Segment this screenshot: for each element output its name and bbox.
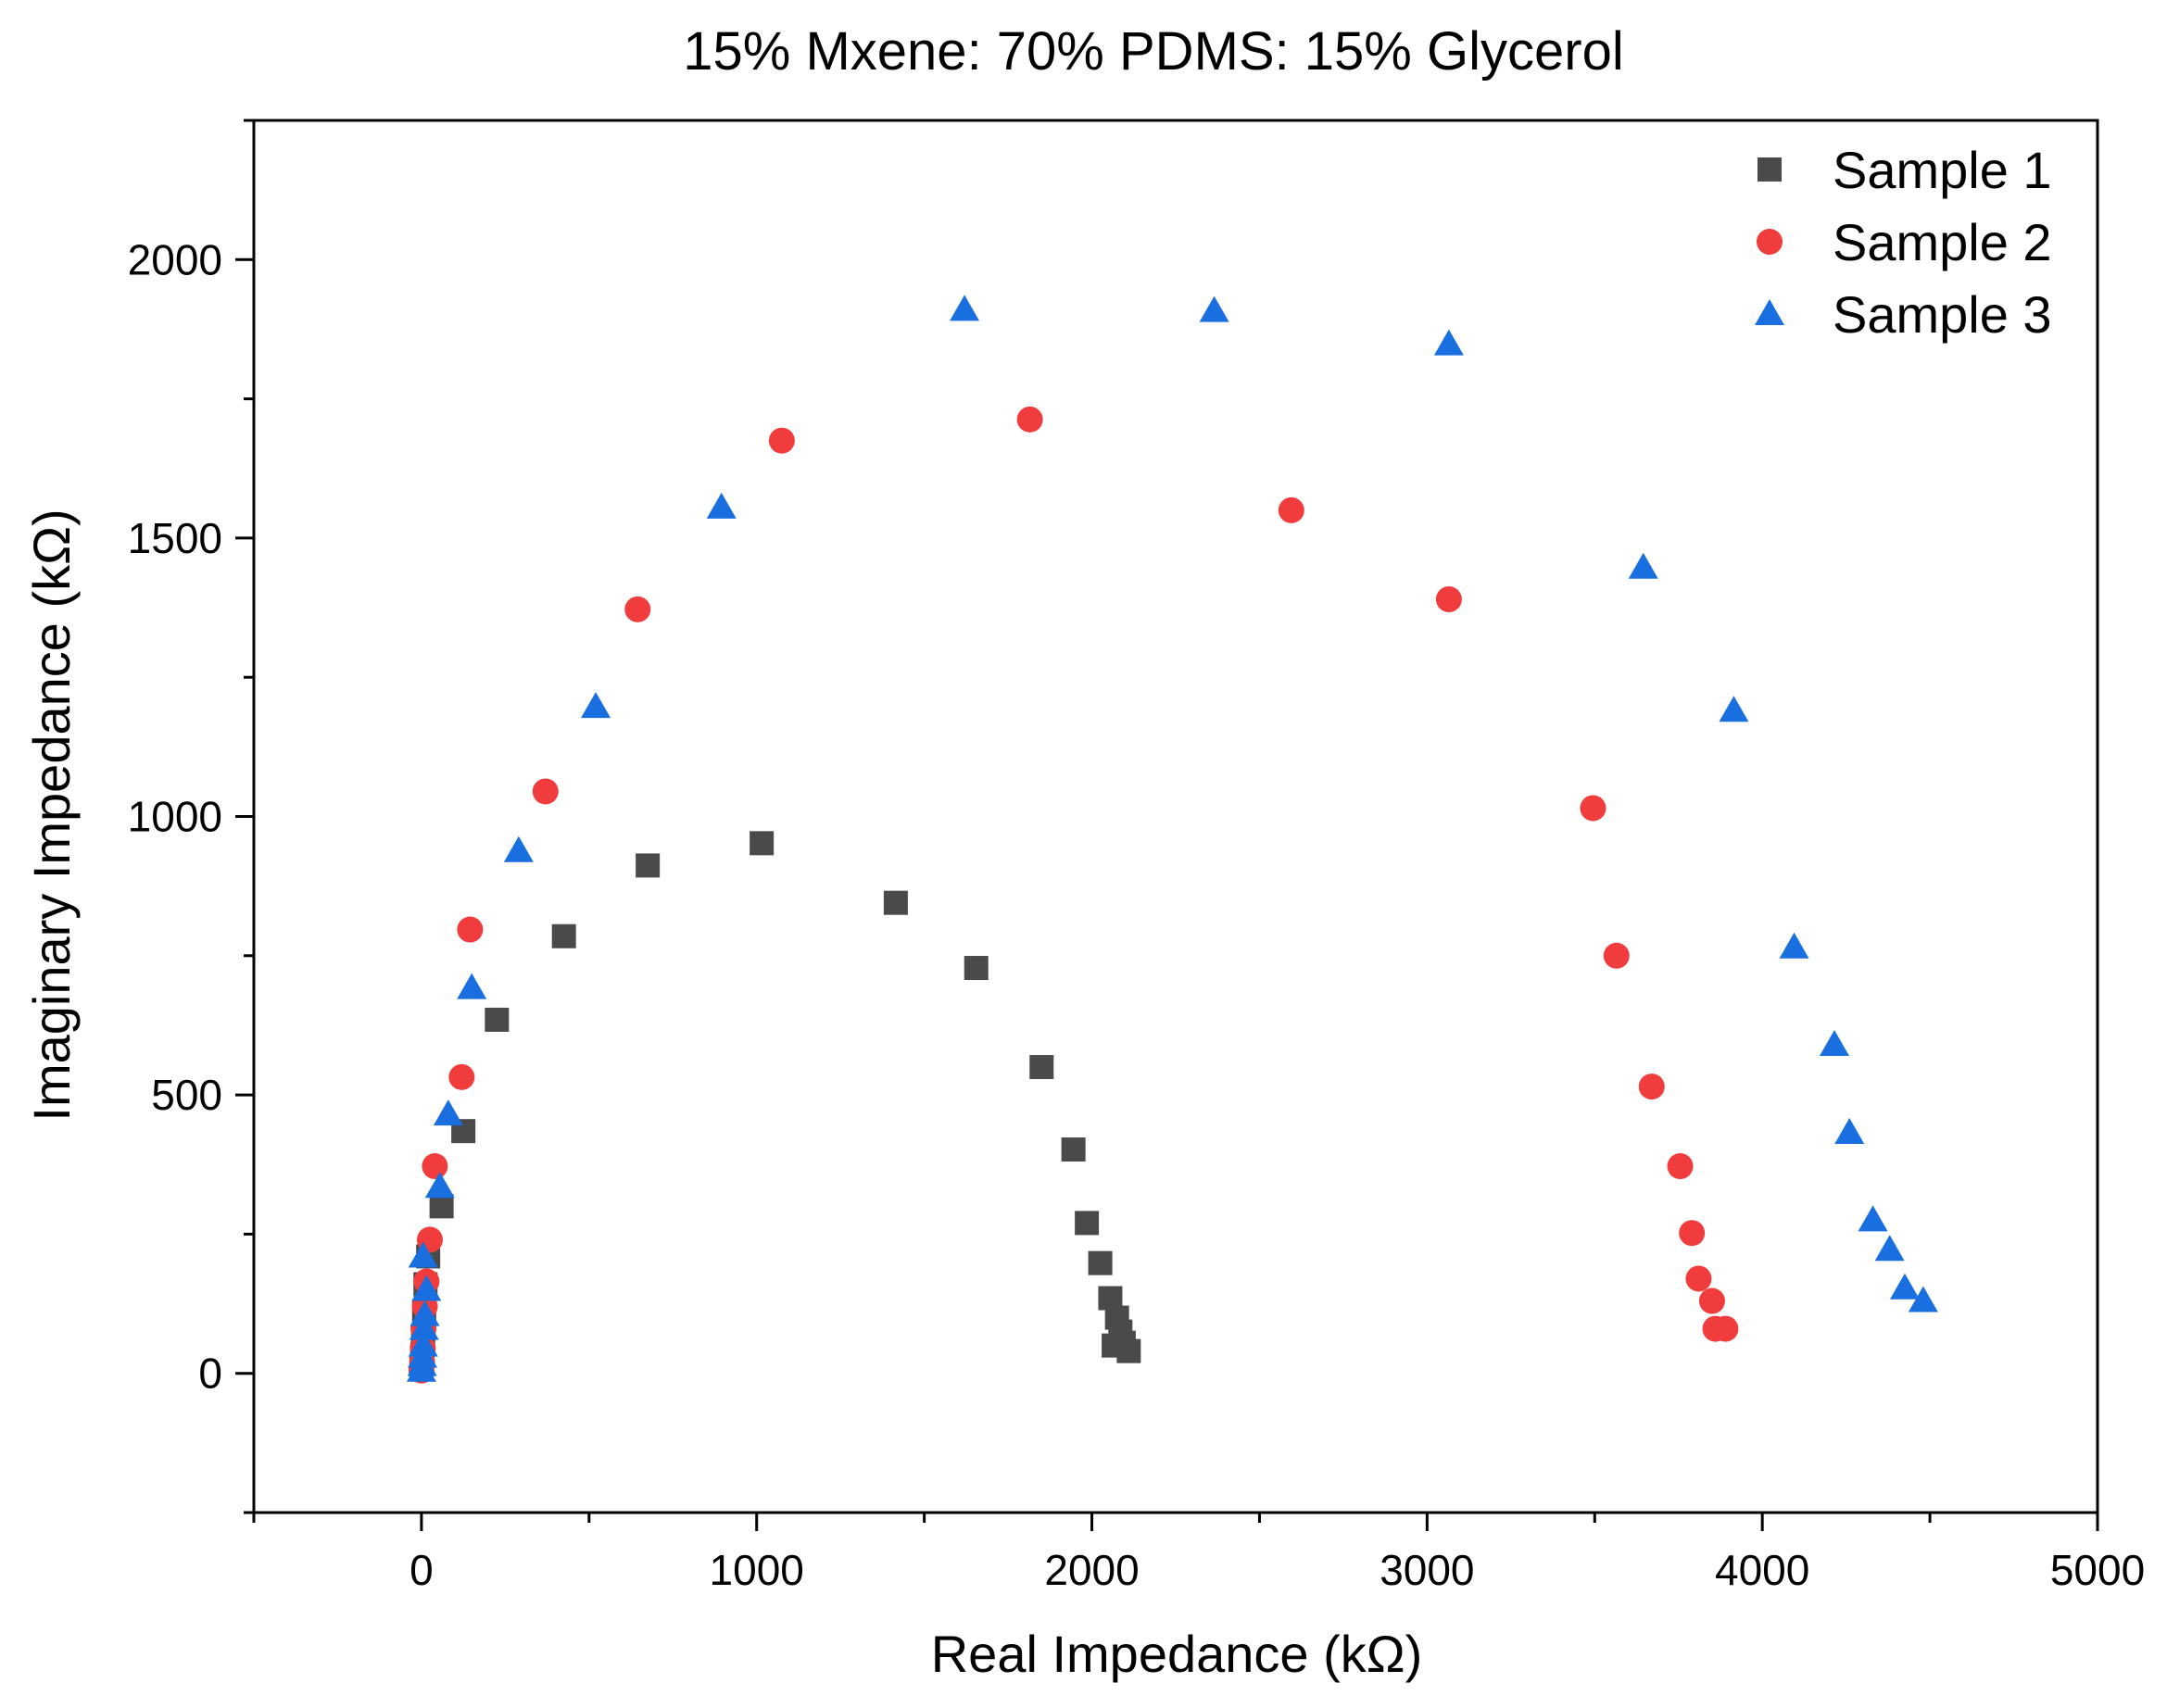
- plot-frame: [252, 119, 2099, 1514]
- data-point: [409, 1313, 439, 1340]
- x-axis: 0 1000 2000 3000 4000 5000: [252, 1513, 2145, 1594]
- data-point: [581, 692, 611, 719]
- data-point: [485, 1007, 510, 1032]
- data-point: [624, 596, 651, 622]
- legend-item: Sample 3: [1755, 285, 2052, 344]
- data-point: [1278, 496, 1304, 523]
- legend-marker: [1757, 229, 1783, 255]
- legend: Sample 1 Sample 2 Sample 3: [1755, 141, 2052, 344]
- data-point: [433, 1099, 463, 1126]
- data-point: [1075, 1211, 1100, 1236]
- data-point: [1819, 1029, 1849, 1056]
- data-point: [1679, 1220, 1706, 1247]
- x-tick-label: 4000: [1715, 1546, 1809, 1594]
- x-axis-label: Real Impedance (kΩ): [931, 1625, 1423, 1683]
- series-sample-1: [409, 831, 1141, 1380]
- x-tick-label: 1000: [710, 1546, 804, 1594]
- data-point: [409, 1300, 440, 1326]
- data-point: [408, 1241, 438, 1268]
- y-tick-label: 1500: [128, 514, 222, 562]
- data-point: [1088, 1250, 1113, 1275]
- data-point: [1834, 1117, 1865, 1144]
- chart-title: 15% Mxene: 70% PDMS: 15% Glycerol: [683, 21, 1623, 82]
- legend-label: Sample 3: [1833, 285, 2052, 344]
- data-point: [424, 1172, 455, 1199]
- x-tick-label: 0: [409, 1546, 434, 1594]
- x-tick-label: 2000: [1044, 1546, 1139, 1594]
- data-point: [1908, 1286, 1938, 1312]
- data-point: [457, 973, 487, 999]
- data-point: [636, 853, 661, 878]
- data-point: [551, 923, 576, 948]
- y-tick-label: 500: [151, 1071, 222, 1119]
- data-point: [1061, 1137, 1086, 1162]
- y-tick-label: 1000: [128, 793, 222, 841]
- data-point: [883, 890, 908, 915]
- data-point: [768, 427, 795, 454]
- data-point: [532, 778, 559, 805]
- data-point: [1433, 329, 1464, 356]
- legend-label: Sample 1: [1833, 141, 2052, 199]
- data-point: [1667, 1153, 1694, 1180]
- data-point: [1603, 942, 1630, 969]
- legend-item: Sample 1: [1758, 141, 2052, 199]
- series-sample-3: [406, 295, 1938, 1382]
- data-point: [1874, 1235, 1905, 1262]
- data-point: [1116, 1338, 1141, 1363]
- x-tick-label: 3000: [1380, 1546, 1474, 1594]
- data-point: [1628, 552, 1658, 579]
- y-axis: 0 500 1000 1500 2000: [128, 119, 254, 1514]
- data-point: [503, 835, 534, 862]
- y-tick-label: 2000: [128, 235, 222, 283]
- data-point: [706, 492, 737, 519]
- series-sample-2: [408, 406, 1739, 1384]
- data-point: [1016, 406, 1043, 433]
- data-point: [1719, 696, 1749, 722]
- legend-item: Sample 2: [1757, 213, 2052, 271]
- data-point: [1638, 1074, 1665, 1100]
- data-point: [950, 295, 980, 321]
- legend-marker: [1758, 157, 1782, 182]
- data-point: [1712, 1315, 1739, 1342]
- data-point: [1779, 932, 1809, 959]
- y-axis-label: Imaginary Impedance (kΩ): [22, 509, 81, 1121]
- data-point: [1029, 1055, 1054, 1080]
- data-point: [429, 1194, 454, 1219]
- data-point: [422, 1153, 448, 1180]
- data-point: [1435, 586, 1462, 613]
- y-tick-label: 0: [198, 1350, 222, 1398]
- data-point: [1199, 295, 1229, 322]
- data-point: [1858, 1205, 1888, 1232]
- x-tick-label: 5000: [2050, 1546, 2145, 1594]
- data-series: [406, 295, 1938, 1384]
- data-point: [964, 956, 989, 981]
- data-point: [1889, 1273, 1920, 1300]
- data-point: [408, 1330, 438, 1357]
- data-point: [448, 1063, 475, 1090]
- data-point: [457, 916, 484, 943]
- data-point: [750, 831, 775, 856]
- data-point: [1698, 1287, 1725, 1314]
- data-point: [1685, 1265, 1712, 1292]
- data-point: [411, 1275, 442, 1301]
- legend-marker: [1755, 299, 1784, 325]
- legend-label: Sample 2: [1833, 213, 2052, 271]
- data-point: [1580, 795, 1606, 822]
